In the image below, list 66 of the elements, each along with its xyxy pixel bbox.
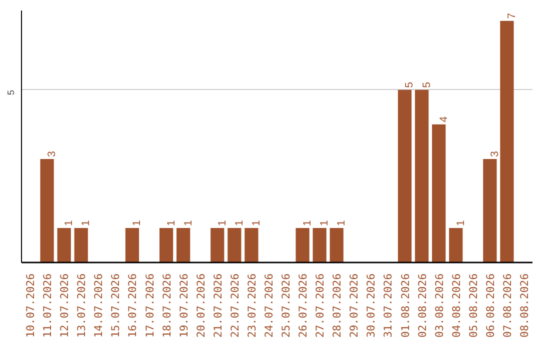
data-label: 3 [46, 150, 58, 157]
data-label: 1 [336, 220, 348, 226]
data-label: 1 [165, 220, 178, 226]
bar [40, 158, 54, 262]
data-label: 1 [454, 220, 467, 226]
x-tick-label: 04.08.2026 [450, 274, 463, 338]
bar [483, 158, 497, 262]
x-tick-label: 15.07.2026 [109, 274, 122, 338]
data-label: 1 [250, 220, 262, 226]
x-tick-label: 17.07.2026 [143, 274, 156, 338]
bar [74, 228, 88, 262]
x-tick-label: 18.07.2026 [160, 274, 174, 338]
bar [449, 228, 463, 262]
x-tick-label: 10.07.2026 [24, 274, 38, 338]
x-tick-label: 06.08.2026 [484, 274, 497, 338]
bar [57, 228, 71, 262]
x-tick-label: 12.07.2026 [58, 274, 72, 338]
x-tick-label: 14.07.2026 [92, 274, 106, 338]
x-tick-label: 01.08.2026 [398, 274, 412, 338]
bar [176, 228, 190, 262]
x-tick-label: 31.07.2026 [382, 274, 395, 338]
data-label: 1 [131, 220, 144, 226]
data-label: 4 [438, 116, 450, 122]
x-tick-label: 19.07.2026 [177, 274, 190, 338]
x-tick-label: 05.08.2026 [466, 274, 480, 338]
data-label: 1 [318, 220, 331, 226]
data-label: 1 [80, 220, 92, 226]
data-label: 1 [182, 220, 194, 226]
x-tick-label: 30.07.2026 [364, 274, 378, 338]
x-tick-label: 08.08.2026 [518, 274, 531, 338]
x-tick-label: 02.08.2026 [416, 274, 429, 338]
x-tick-label: 29.07.2026 [348, 274, 361, 338]
x-tick-label: 21.07.2026 [211, 274, 224, 338]
bar [210, 228, 224, 262]
x-tick-label: 13.07.2026 [75, 274, 88, 338]
bar [500, 20, 514, 262]
x-tick-label: 11.07.2026 [41, 274, 54, 338]
bar [432, 124, 446, 262]
bar [312, 228, 326, 262]
data-label: 1 [233, 220, 246, 226]
bar [330, 228, 344, 262]
bar [398, 90, 412, 262]
x-tick-label: 25.07.2026 [280, 274, 293, 338]
x-tick-label: 28.07.2026 [330, 274, 344, 338]
data-label: 1 [302, 220, 314, 226]
data-label: 7 [506, 12, 518, 19]
data-label: 3 [488, 150, 501, 157]
bar [244, 228, 258, 262]
x-tick-label: 27.07.2026 [314, 274, 327, 338]
x-tick-label: 03.08.2026 [432, 274, 446, 338]
data-label: 5 [404, 82, 416, 88]
data-label: 1 [216, 220, 228, 226]
data-label: 1 [63, 220, 76, 226]
x-tick-label: 20.07.2026 [194, 274, 208, 338]
x-tick-label: 23.07.2026 [245, 274, 258, 338]
data-label: 5 [420, 82, 433, 88]
bar [296, 228, 310, 262]
x-tick-label: 26.07.2026 [296, 274, 310, 338]
bar [414, 90, 429, 262]
x-tick-label: 16.07.2026 [126, 274, 140, 338]
bar [228, 228, 242, 262]
x-tick-label: 07.08.2026 [500, 274, 514, 338]
bar [159, 228, 174, 262]
x-tick-label: 24.07.2026 [262, 274, 276, 338]
x-tick-label: 22.07.2026 [228, 274, 242, 338]
bar [125, 228, 140, 262]
